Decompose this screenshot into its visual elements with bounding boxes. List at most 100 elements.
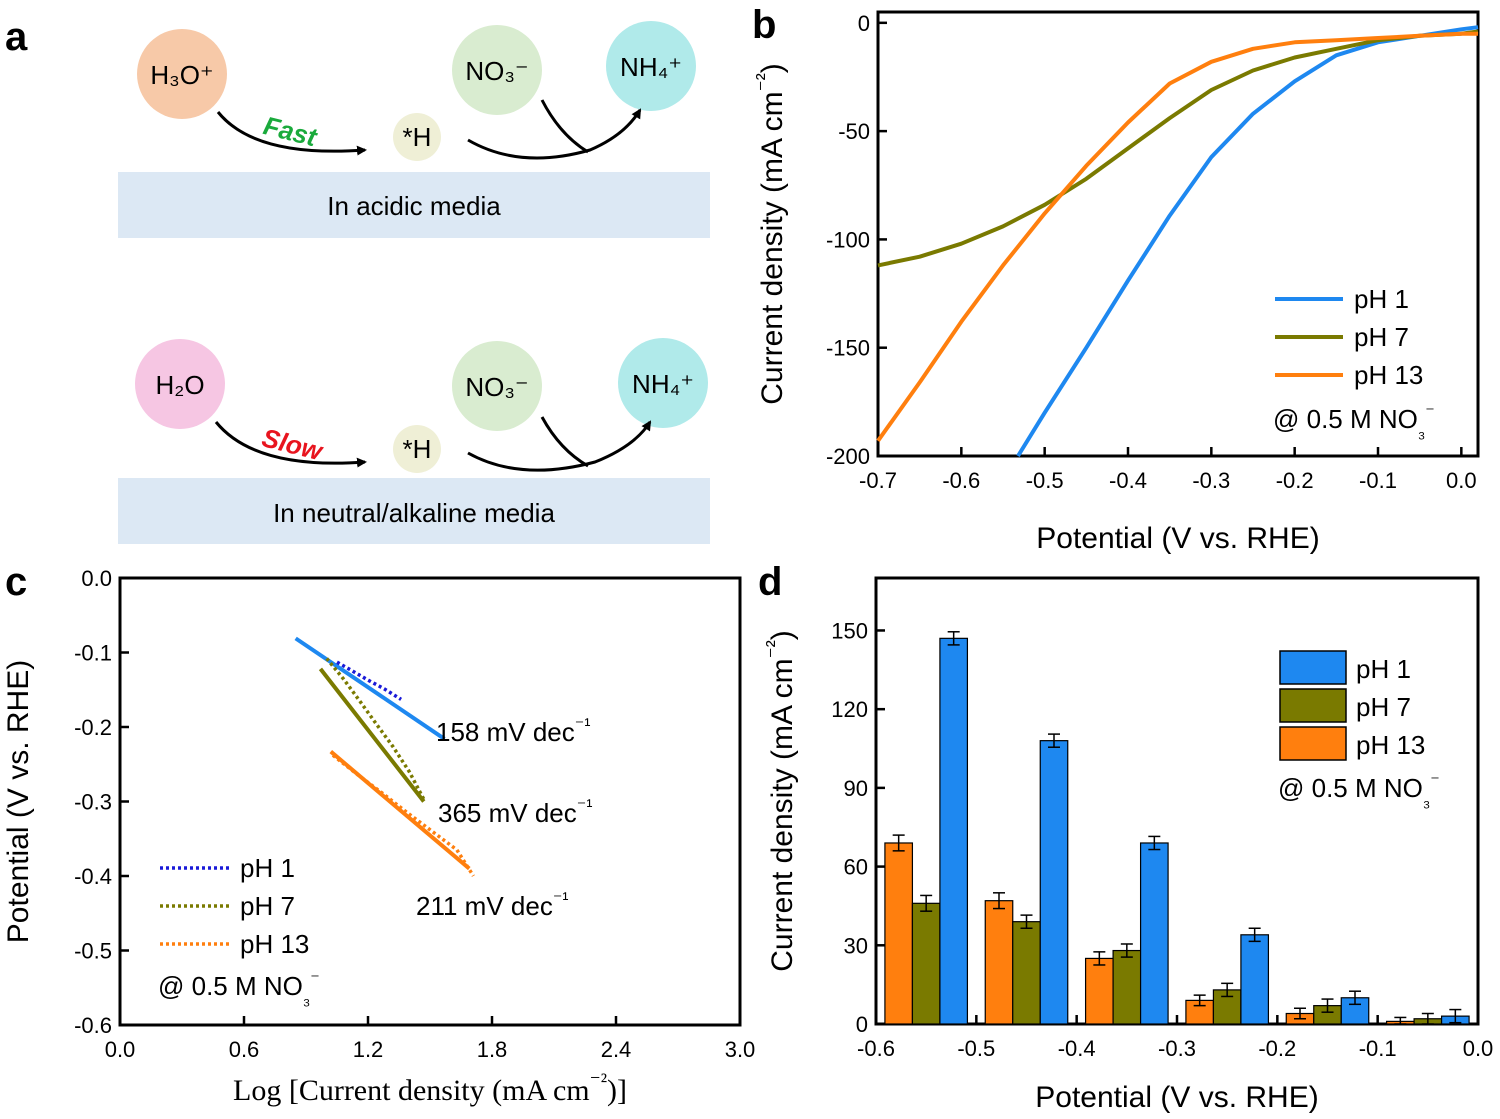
y-tick-label: 30 (844, 933, 868, 958)
x-tick-label: 2.4 (601, 1037, 632, 1062)
nitrate-join-arrow-neutral (540, 416, 589, 468)
x-tick-label: -0.6 (857, 1036, 895, 1061)
x-tick-label: -0.5 (1026, 468, 1064, 493)
concentration-note: @ 0.5 M NO₃⁻ (158, 969, 320, 1009)
x-tick-label: -0.3 (1192, 468, 1230, 493)
x-tick-label: -0.3 (1158, 1036, 1196, 1061)
y-tick-label: 120 (831, 697, 868, 722)
x-tick-label: -0.4 (1058, 1036, 1096, 1061)
legend-swatch (1279, 726, 1347, 761)
y-tick-label: 90 (844, 776, 868, 801)
y-tick-label: 0 (858, 11, 870, 36)
series-line-ph7 (877, 29, 1479, 268)
bar-ph13 (984, 900, 1014, 1025)
x-tick-label: -0.7 (859, 468, 897, 493)
legend-label: pH 7 (1354, 322, 1409, 352)
bar-ph7 (1112, 949, 1142, 1025)
x-axis-title: Potential (V vs. RHE) (1035, 1081, 1318, 1114)
x-tick-label: -0.2 (1258, 1036, 1296, 1061)
h-star-circle-acidic (393, 113, 441, 161)
x-tick-label: 0.0 (105, 1037, 136, 1062)
x-tick-label: -0.1 (1359, 1036, 1397, 1061)
bar-ph7 (911, 902, 941, 1025)
legend-label: pH 13 (240, 929, 309, 959)
bar-ph7 (1012, 921, 1041, 1025)
h3o-circle (137, 29, 227, 119)
legend-label: pH 1 (1356, 654, 1411, 684)
x-tick-label: -0.4 (1109, 468, 1147, 493)
legend-label: pH 1 (240, 853, 295, 883)
legend-label: pH 13 (1354, 360, 1423, 390)
x-axis-title: Log [Current density (mA cm⁻²)] (233, 1069, 627, 1107)
schematic-neutral: In neutral/alkaline media H₂O NO₃⁻ NH₄⁺ … (118, 338, 710, 544)
x-tick-label: 0.0 (1446, 468, 1477, 493)
panel-d-label: d (758, 560, 782, 604)
x-tick-label: 0.0 (1463, 1036, 1494, 1061)
y-tick-label: -0.2 (74, 715, 112, 740)
legend-label: pH 1 (1354, 284, 1409, 314)
y-tick-label: -0.6 (74, 1013, 112, 1038)
bar-ph1 (1240, 934, 1270, 1025)
panel-c-label: c (5, 560, 27, 604)
y-axis-title: Current density (mA cm⁻²) (753, 63, 790, 405)
y-axis-title: Current density (mA cm⁻²) (763, 630, 800, 972)
no3-label-acidic: NO₃⁻ (465, 56, 528, 86)
acidic-media-bar (118, 172, 710, 238)
bar-ph1 (1139, 842, 1169, 1025)
panel-b-label: b (752, 3, 776, 47)
plot-frame (876, 10, 1480, 458)
bar-ph1 (1039, 740, 1069, 1025)
data-line-ph1 (336, 660, 403, 701)
fast-arrow (216, 111, 367, 156)
x-axis-title: Potential (V vs. RHE) (1036, 522, 1319, 555)
nh4-label-neutral: NH₄⁺ (632, 369, 694, 399)
h-star-label-neutral: *H (403, 434, 432, 464)
y-tick-label: -0.4 (74, 864, 112, 889)
slope-label-ph7: 365 mV dec⁻¹ (438, 796, 592, 828)
chart-d: -0.6 -0.5 -0.4 -0.3 -0.2 -0.1 0.0 0 30 60 90 120 150… (763, 576, 1494, 1114)
legend-swatch (1279, 650, 1347, 685)
y-axis-title: Potential (V vs. RHE) (2, 660, 35, 943)
y-tick-label: 60 (844, 855, 868, 880)
fast-label: Fast (261, 110, 321, 152)
conversion-arrow-acidic (467, 108, 642, 160)
h-star-circle-neutral (393, 425, 441, 473)
y-tick-label: 0 (856, 1012, 868, 1037)
fit-line-ph1 (294, 636, 446, 741)
panel-a-label: a (5, 15, 28, 59)
y-tick-label: -0.1 (74, 641, 112, 666)
legend-label: pH 7 (240, 891, 295, 921)
x-tick-label: -0.5 (957, 1036, 995, 1061)
data-line-ph13 (331, 753, 475, 877)
x-tick-label: -0.6 (942, 468, 980, 493)
x-tick-label: 1.8 (477, 1037, 508, 1062)
neutral-media-bar (118, 478, 710, 544)
schematic-acidic: In acidic media H₃O⁺ NO₃⁻ NH₄⁺ *H Fast (118, 21, 710, 238)
y-tick-label: -50 (838, 119, 870, 144)
bar-ph13 (1084, 957, 1114, 1025)
no3-label-neutral: NO₃⁻ (465, 372, 528, 402)
slope-label-ph1: 158 mV dec⁻¹ (436, 715, 590, 747)
y-tick-label: -150 (826, 336, 870, 361)
conversion-arrow-neutral (467, 420, 652, 472)
plot-frame (118, 576, 742, 1027)
x-tick-label: 3.0 (725, 1037, 756, 1062)
x-tick-label: -0.1 (1359, 468, 1397, 493)
no3-circle-acidic (452, 25, 542, 115)
x-tick-label: 0.6 (229, 1037, 260, 1062)
h-star-label-acidic: *H (403, 122, 432, 152)
x-tick-label: 1.2 (353, 1037, 384, 1062)
slow-arrow (214, 421, 367, 468)
h2o-label: H₂O (155, 370, 204, 400)
nh4-circle-acidic (606, 21, 696, 111)
y-tick-label: 0.0 (81, 566, 112, 591)
y-tick-label: -100 (826, 227, 870, 252)
bar-ph13 (884, 842, 914, 1025)
slope-label-ph13: 211 mV dec⁻¹ (416, 889, 569, 921)
y-tick-label: -0.5 (74, 939, 112, 964)
legend-label: pH 13 (1356, 730, 1425, 760)
fit-line-ph7 (318, 667, 426, 803)
legend-swatch (1279, 688, 1347, 723)
chart-b: -0.7 -0.6 -0.5 -0.4 -0.3 -0.2 -0.1 0.0 0 -50 -100 -… (753, 10, 1480, 555)
